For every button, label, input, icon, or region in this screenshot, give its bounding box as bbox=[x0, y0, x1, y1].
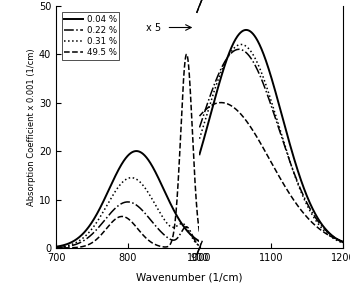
0.31 % bbox=[197, 244, 202, 247]
Line: 0.22 %: 0.22 % bbox=[56, 202, 199, 248]
0.31 % bbox=[146, 190, 150, 194]
Y-axis label: Absorption Coefficient x 0.001 (1/cm): Absorption Coefficient x 0.001 (1/cm) bbox=[27, 48, 36, 206]
49.5 % bbox=[184, 52, 189, 56]
0.22 % bbox=[63, 245, 67, 249]
0.04 % bbox=[141, 152, 145, 156]
0.31 % bbox=[129, 176, 133, 180]
0.22 % bbox=[126, 200, 130, 204]
0.22 % bbox=[141, 210, 145, 213]
0.04 % bbox=[178, 219, 182, 222]
0.04 % bbox=[63, 243, 67, 247]
0.04 % bbox=[163, 190, 167, 194]
Text: x 5: x 5 bbox=[146, 23, 161, 32]
49.5 % bbox=[177, 154, 182, 158]
0.22 % bbox=[138, 206, 142, 209]
0.31 % bbox=[178, 222, 182, 226]
0.22 % bbox=[197, 244, 202, 248]
0.04 % bbox=[54, 245, 58, 249]
0.31 % bbox=[138, 180, 142, 183]
Line: 49.5 %: 49.5 % bbox=[56, 54, 199, 248]
0.04 % bbox=[138, 150, 142, 153]
0.31 % bbox=[54, 246, 58, 249]
Line: 0.04 %: 0.04 % bbox=[56, 151, 199, 247]
49.5 % bbox=[163, 245, 167, 249]
0.04 % bbox=[146, 157, 150, 161]
49.5 % bbox=[137, 229, 141, 232]
0.22 % bbox=[54, 246, 58, 249]
0.04 % bbox=[134, 149, 138, 153]
49.5 % bbox=[141, 233, 145, 237]
49.5 % bbox=[54, 246, 58, 250]
49.5 % bbox=[197, 231, 202, 234]
49.5 % bbox=[63, 246, 67, 250]
0.31 % bbox=[141, 184, 145, 187]
0.31 % bbox=[63, 245, 67, 248]
Text: Wavenumber (1/cm): Wavenumber (1/cm) bbox=[136, 272, 242, 282]
0.04 % bbox=[197, 240, 202, 243]
Line: 0.31 %: 0.31 % bbox=[56, 178, 199, 247]
0.31 % bbox=[163, 219, 167, 222]
49.5 % bbox=[145, 238, 149, 241]
0.22 % bbox=[163, 234, 167, 237]
0.22 % bbox=[178, 233, 182, 237]
0.22 % bbox=[146, 215, 150, 218]
Legend: 0.04 %, 0.22 %, 0.31 %, 49.5 %: 0.04 %, 0.22 %, 0.31 %, 49.5 % bbox=[62, 13, 119, 60]
